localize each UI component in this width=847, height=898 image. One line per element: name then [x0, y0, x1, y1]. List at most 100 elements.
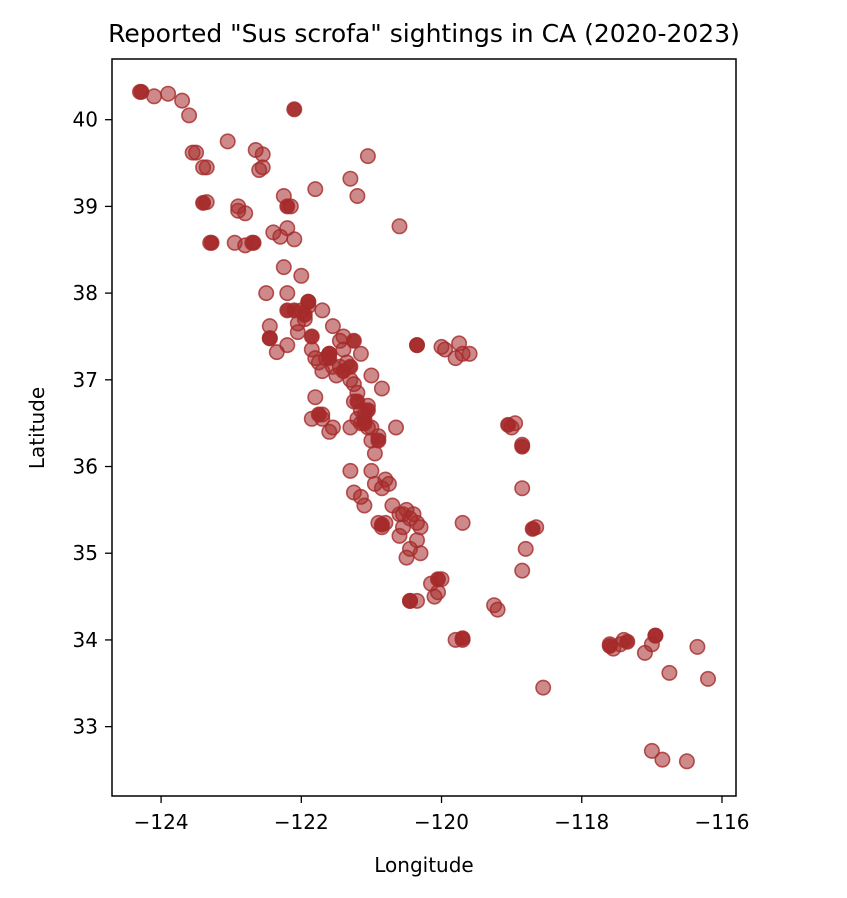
data-point [643, 742, 660, 759]
data-point [426, 588, 443, 605]
data-point [279, 198, 296, 215]
data-point [349, 393, 366, 410]
y-tick-label: 33 [73, 715, 98, 739]
x-tick-label: −116 [695, 810, 750, 834]
data-point [307, 181, 324, 198]
data-point [203, 234, 220, 251]
plot-frame [111, 58, 737, 797]
data-point [401, 592, 418, 609]
data-point [359, 148, 376, 165]
data-point [454, 514, 471, 531]
data-point [237, 205, 254, 222]
data-point [245, 234, 262, 251]
data-point [514, 562, 531, 579]
data-point [370, 432, 387, 449]
data-point [349, 188, 366, 205]
data-point [286, 231, 303, 248]
data-point [345, 332, 362, 349]
data-point [429, 571, 446, 588]
y-tick-label: 35 [73, 541, 98, 565]
data-point [303, 328, 320, 345]
data-point [324, 318, 341, 335]
data-point [275, 259, 292, 276]
x-tick-label: −120 [414, 810, 469, 834]
x-tick-label: −122 [274, 810, 329, 834]
data-point [174, 92, 191, 109]
data-point [363, 367, 380, 384]
y-axis-label: Latitude [25, 387, 49, 469]
data-point [352, 345, 369, 362]
data-point [408, 337, 425, 354]
data-point [356, 497, 373, 514]
data-point [689, 638, 706, 655]
y-tick-label: 39 [73, 194, 98, 218]
data-point [219, 133, 236, 150]
data-point [500, 416, 517, 433]
y-tick-label: 34 [73, 628, 98, 652]
data-point [678, 753, 695, 770]
data-point [258, 285, 275, 302]
y-tick-label: 37 [73, 368, 98, 392]
y-tick-label: 38 [73, 281, 98, 305]
data-point [279, 337, 296, 354]
points-layer [132, 83, 716, 770]
data-point [514, 480, 531, 497]
data-point [524, 520, 541, 537]
data-point [514, 438, 531, 455]
data-point [654, 751, 671, 768]
x-axis: −124 −122 −120 −118 −116 [134, 796, 750, 834]
data-point [461, 345, 478, 362]
data-point [412, 545, 429, 562]
data-point [279, 220, 296, 237]
data-point [342, 170, 359, 187]
data-point [356, 415, 373, 432]
data-point [310, 406, 327, 423]
data-point [359, 402, 376, 419]
data-point [321, 350, 338, 367]
data-point [198, 159, 215, 176]
data-point [661, 664, 678, 681]
data-point [279, 285, 296, 302]
data-point [436, 341, 453, 358]
data-point [133, 83, 150, 100]
data-point [307, 389, 324, 406]
data-point [363, 462, 380, 479]
data-point [254, 159, 271, 176]
data-point [408, 532, 425, 549]
data-point [373, 516, 390, 533]
data-point [366, 445, 383, 462]
data-point [296, 306, 313, 323]
data-point [647, 627, 664, 644]
y-axis: 33 34 35 36 37 38 39 40 [73, 108, 112, 739]
data-point [324, 419, 341, 436]
data-point [454, 630, 471, 647]
data-point [394, 519, 411, 536]
data-point [188, 144, 205, 161]
data-point [261, 330, 278, 347]
data-point [387, 419, 404, 436]
data-point [535, 679, 552, 696]
data-point [286, 101, 303, 118]
x-tick-label: −124 [134, 810, 189, 834]
data-point [391, 218, 408, 235]
y-tick-label: 36 [73, 455, 98, 479]
x-tick-label: −118 [554, 810, 609, 834]
data-point [489, 601, 506, 618]
data-point [293, 267, 310, 284]
data-point [342, 358, 359, 375]
data-point [373, 380, 390, 397]
data-point [181, 107, 198, 124]
data-point [160, 85, 177, 102]
data-point [380, 475, 397, 492]
data-point [195, 194, 212, 211]
data-point [412, 519, 429, 536]
chart-title: Reported "Sus scrofa" sightings in CA (2… [108, 19, 740, 48]
data-point [619, 633, 636, 650]
data-point [342, 462, 359, 479]
y-tick-label: 40 [73, 108, 98, 132]
data-point [517, 540, 534, 557]
data-point [699, 670, 716, 687]
data-point [314, 302, 331, 319]
data-point [300, 293, 317, 310]
